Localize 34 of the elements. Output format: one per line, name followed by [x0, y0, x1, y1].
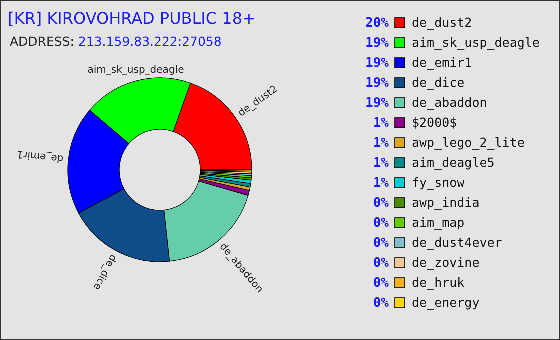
legend-label: aim_sk_usp_deagle — [412, 35, 540, 50]
slice-label: de_emir1 — [16, 148, 64, 164]
legend-label: de_emir1 — [412, 55, 472, 70]
data-label: 19% — [366, 36, 390, 51]
text: ADDRESS: 213.159.83.222:27058 — [10, 34, 222, 49]
legend-label: de_hruk — [412, 275, 466, 290]
data-label: 1% — [373, 176, 390, 191]
data-label: 19% — [366, 56, 390, 71]
legend-label: de_dust4ever — [412, 235, 503, 250]
data-label: 0% — [373, 216, 390, 231]
legend-label: fy_snow — [412, 175, 466, 190]
chart-title: [KR] KIROVOHRAD PUBLIC 18+ — [8, 9, 256, 28]
legend-label: $2000$ — [412, 115, 458, 130]
data-label: 19% — [366, 76, 390, 91]
data-label: 0% — [373, 236, 390, 251]
data-label: 20% — [366, 16, 390, 31]
data-label: 19% — [366, 96, 390, 111]
legend-label: de_abaddon — [412, 95, 488, 110]
legend-label: aim_deagle5 — [412, 155, 495, 170]
legend-label: de_zovine — [412, 255, 480, 270]
data-label: 0% — [373, 196, 390, 211]
legend-label: de_dust2 — [412, 15, 472, 30]
slice-label: aim_sk_usp_deagle — [88, 65, 184, 76]
data-label: 0% — [373, 276, 390, 291]
legend-label: awp_lego_2_lite — [412, 135, 525, 150]
legend-label: aim_map — [412, 215, 465, 230]
data-label: 1% — [373, 136, 390, 151]
legend-label: awp_india — [412, 195, 480, 210]
data-label: 0% — [373, 256, 390, 271]
legend-label: de_energy — [412, 295, 480, 310]
data-label: 1% — [373, 116, 390, 131]
legend-label: de_dice — [412, 75, 465, 90]
data-label: 0% — [373, 296, 390, 311]
data-label: 1% — [373, 156, 390, 171]
